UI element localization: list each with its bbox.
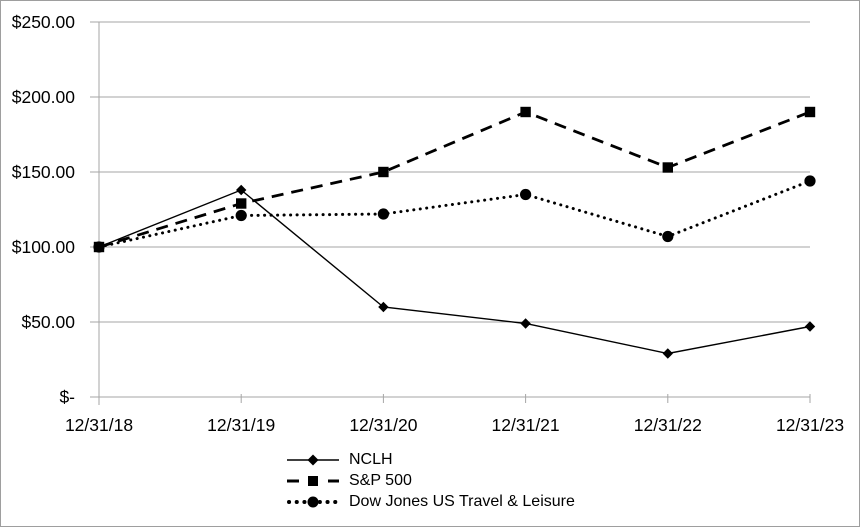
x-tick-label: 12/31/20: [349, 415, 417, 435]
marker-nclh: [236, 184, 247, 196]
y-tick-label: $100.00: [12, 237, 76, 257]
marker-s-p-500: [804, 106, 816, 118]
y-tick-label: $-: [59, 387, 75, 407]
marker-s-p-500: [662, 162, 673, 173]
marker-dow-jones-us-travel-leisure: [520, 188, 532, 201]
marker-dow-jones-us-travel-leisure: [235, 209, 247, 222]
y-tick-label: $250.00: [12, 12, 76, 32]
x-tick-label: 12/31/18: [65, 415, 133, 435]
x-tick-label: 12/31/22: [634, 415, 702, 435]
marker-nclh: [378, 301, 389, 313]
legend-item-dj-travel-leisure: Dow Jones US Travel & Leisure: [287, 491, 575, 512]
y-tick-label: $50.00: [21, 312, 75, 332]
x-tick-label: 12/31/19: [207, 415, 275, 435]
marker-dow-jones-us-travel-leisure: [93, 241, 105, 253]
x-tick-label: 12/31/21: [492, 415, 560, 435]
marker-dow-jones-us-travel-leisure: [377, 208, 389, 220]
marker-s-p-500: [378, 166, 389, 178]
series-line-nclh: [98, 189, 811, 355]
marker-s-p-500: [520, 106, 531, 118]
sp500-line-sample: [287, 475, 339, 486]
marker-nclh: [520, 318, 531, 329]
legend-label-dj-travel-leisure: Dow Jones US Travel & Leisure: [349, 493, 575, 510]
marker-s-p-500: [236, 198, 247, 209]
dj-travel-leisure-line-sample: [287, 496, 339, 507]
marker-dow-jones-us-travel-leisure: [662, 230, 674, 243]
chart-legend: NCLH S&P 500 Dow Jones US Travel & Leisu…: [287, 449, 575, 512]
x-tick-label: 12/31/23: [776, 415, 844, 435]
series-line-s-p-500: [98, 110, 811, 249]
legend-label-nclh: NCLH: [349, 451, 393, 468]
series-line-dow-jones-us-travel-leisure: [97, 179, 812, 249]
y-tick-label: $200.00: [12, 87, 76, 107]
nclh-line-sample: [287, 454, 339, 465]
legend-item-sp500: S&P 500: [287, 470, 575, 491]
legend-label-sp500: S&P 500: [349, 472, 412, 489]
legend-item-nclh: NCLH: [287, 449, 575, 470]
y-tick-label: $150.00: [12, 162, 76, 182]
marker-nclh: [662, 348, 673, 359]
marker-nclh: [804, 321, 816, 332]
marker-dow-jones-us-travel-leisure: [804, 175, 816, 187]
